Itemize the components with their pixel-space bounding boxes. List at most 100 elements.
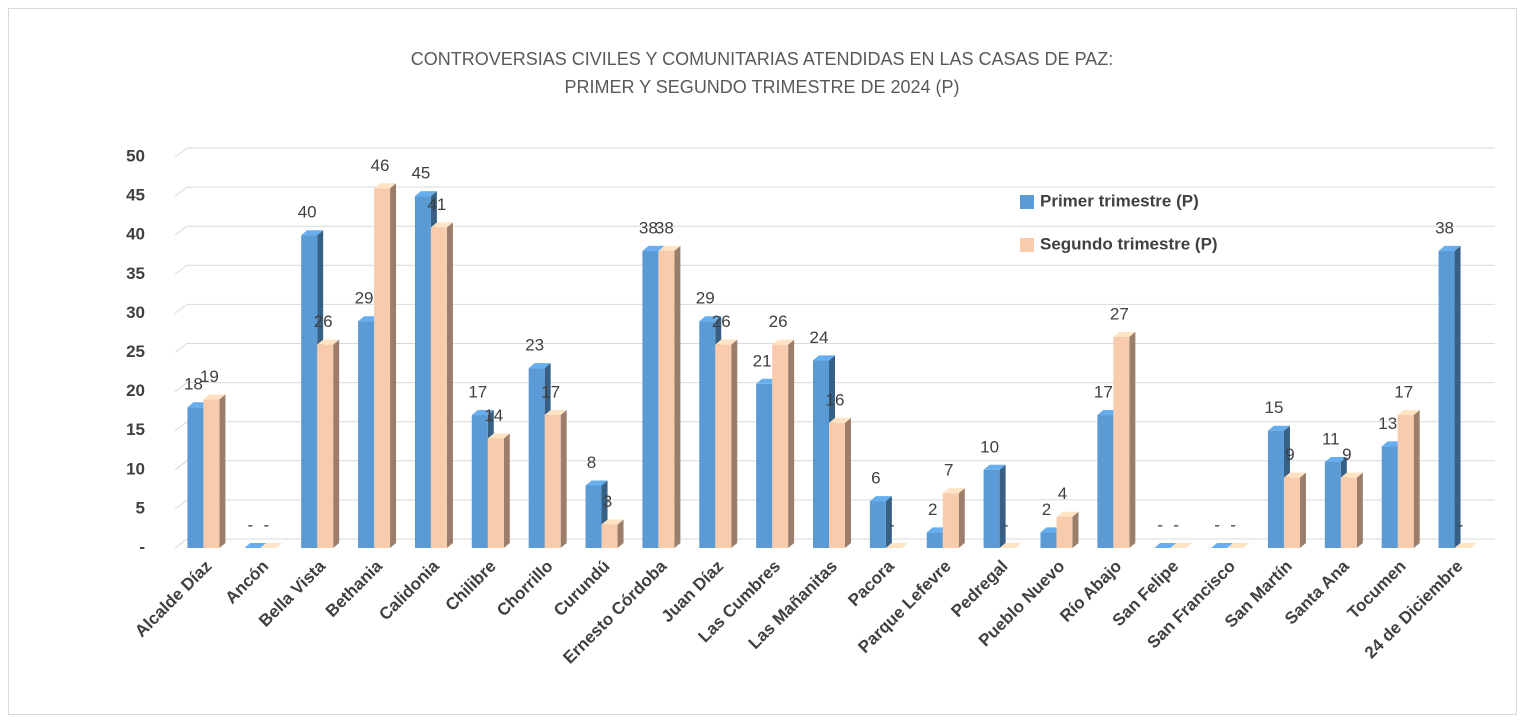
bar (1454, 543, 1477, 548)
bar-top (999, 543, 1022, 548)
bar-top (471, 410, 494, 416)
bar-top (813, 355, 835, 361)
bar-top (414, 191, 437, 197)
bar-top (1170, 543, 1193, 548)
bar-front (544, 415, 561, 548)
bar (829, 417, 851, 548)
value-label: 3 (603, 492, 612, 511)
bar-front (1097, 415, 1114, 548)
bar (203, 394, 226, 548)
bar (1211, 543, 1234, 548)
bar-front (203, 399, 220, 548)
value-label: 38 (655, 218, 674, 237)
bar-front (658, 250, 675, 548)
value-label: 17 (468, 383, 487, 402)
bar-top (430, 222, 453, 228)
bar (658, 245, 681, 548)
bar-top (260, 543, 283, 548)
bar-top (203, 394, 226, 400)
bar (244, 543, 267, 548)
value-label: - (247, 515, 253, 534)
grid-line (174, 343, 1495, 353)
bar (1340, 472, 1363, 548)
bar-front (358, 321, 375, 548)
y-tick-label: 15 (126, 420, 145, 439)
value-label: - (1230, 515, 1236, 534)
bar (999, 543, 1022, 548)
bar (487, 433, 510, 548)
bar-side (788, 339, 795, 548)
bar (260, 543, 283, 548)
grid-line (174, 225, 1495, 236)
bar (1113, 331, 1136, 548)
bar-top (699, 316, 722, 322)
bar-top (942, 488, 965, 494)
bar-side (1299, 472, 1306, 548)
bar-side (617, 519, 624, 548)
bar (1227, 543, 1250, 548)
value-label: 26 (712, 312, 731, 331)
bar-front (1283, 477, 1300, 548)
bar-front (813, 360, 829, 548)
bar (942, 488, 965, 548)
bar-front (187, 407, 204, 548)
value-label: 7 (944, 461, 953, 480)
bar-front (317, 344, 334, 548)
bar-front (1113, 336, 1130, 548)
bar-top (1397, 410, 1420, 416)
bar-top (528, 363, 551, 369)
bar-front (471, 415, 488, 548)
bar (885, 543, 908, 548)
value-label: 23 (525, 336, 544, 355)
value-label: 46 (371, 156, 390, 175)
y-tick-label: 10 (126, 459, 145, 478)
bar (430, 222, 453, 548)
bar (715, 339, 738, 548)
bar-front (756, 383, 773, 548)
bar-front (301, 235, 318, 548)
bar-top (885, 543, 908, 548)
legend-label: Segundo trimestre (P) (1040, 234, 1218, 253)
bar (317, 339, 340, 548)
value-label: 29 (696, 289, 715, 308)
bar-top (1056, 511, 1079, 517)
bar-front (642, 250, 659, 548)
value-label: - (1458, 515, 1464, 534)
legend-swatch (1020, 195, 1034, 209)
bar (869, 496, 892, 548)
bar-side (1356, 472, 1363, 548)
value-label: 10 (980, 437, 999, 456)
value-label: 38 (1435, 218, 1454, 237)
value-label: - (1173, 515, 1179, 534)
bar-top (1267, 425, 1290, 431)
bar-front (1340, 477, 1357, 548)
bar-top (317, 339, 340, 345)
chart-subtitle: PRIMER Y SEGUNDO TRIMESTRE DE 2024 (P) (564, 77, 959, 97)
value-label: 11 (1322, 429, 1340, 448)
y-tick-label: 25 (126, 342, 145, 361)
value-label: 17 (1094, 383, 1113, 402)
value-label: 8 (587, 453, 596, 472)
value-label: 21 (753, 351, 772, 370)
y-tick-label: 5 (136, 498, 145, 517)
value-label: 29 (355, 289, 374, 308)
value-label: 24 (810, 328, 829, 347)
chart-title: CONTROVERSIAS CIVILES Y COMUNITARIAS ATE… (411, 49, 1114, 69)
value-label: 2 (1042, 500, 1051, 519)
value-label: - (889, 515, 895, 534)
bar-top (544, 410, 567, 416)
value-label: 17 (1394, 383, 1413, 402)
y-tick-label: 20 (126, 381, 145, 400)
grid-line (174, 264, 1495, 275)
bar-front (414, 196, 431, 548)
bar-top (601, 519, 624, 525)
bar-top (301, 230, 324, 236)
value-label: - (1214, 515, 1220, 534)
value-label: 17 (541, 383, 560, 402)
bar (1397, 410, 1420, 548)
bar-front (1381, 446, 1398, 548)
value-label: 15 (1264, 398, 1283, 417)
bar-side (731, 339, 738, 548)
bar-top (1340, 472, 1363, 478)
bar-side (1072, 511, 1079, 548)
